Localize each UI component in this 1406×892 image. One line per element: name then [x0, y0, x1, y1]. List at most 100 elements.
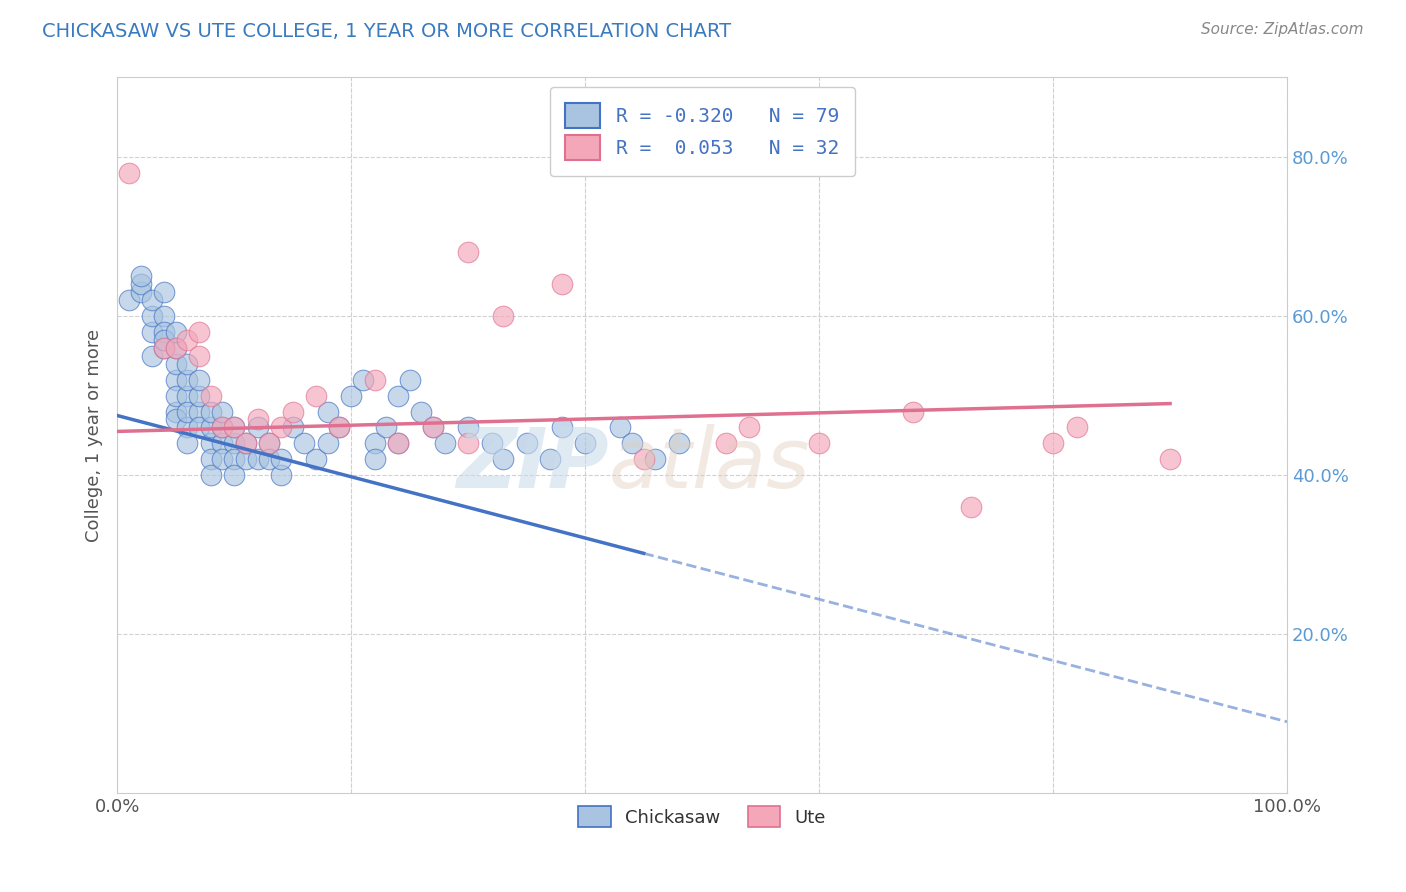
Point: [538, 452, 561, 467]
Point: [960, 500, 983, 514]
Point: [200, 436, 222, 450]
Point: [153, 325, 176, 339]
Point: [492, 309, 515, 323]
Point: [457, 245, 479, 260]
Point: [422, 420, 444, 434]
Point: [316, 404, 339, 418]
Point: [1159, 452, 1181, 467]
Point: [141, 349, 163, 363]
Point: [246, 452, 269, 467]
Y-axis label: College, 1 year or more: College, 1 year or more: [86, 329, 103, 542]
Point: [200, 468, 222, 483]
Point: [316, 436, 339, 450]
Point: [165, 341, 187, 355]
Point: [200, 452, 222, 467]
Point: [574, 436, 596, 450]
Point: [457, 436, 479, 450]
Point: [270, 452, 292, 467]
Point: [305, 452, 328, 467]
Point: [211, 452, 233, 467]
Point: [387, 389, 409, 403]
Point: [176, 333, 198, 347]
Point: [1066, 420, 1088, 434]
Point: [165, 325, 187, 339]
Point: [224, 420, 246, 434]
Point: [481, 436, 503, 450]
Point: [153, 285, 176, 300]
Point: [387, 436, 409, 450]
Point: [118, 293, 141, 308]
Point: [165, 373, 187, 387]
Point: [901, 404, 924, 418]
Point: [281, 420, 304, 434]
Point: [292, 436, 315, 450]
Point: [188, 325, 211, 339]
Point: [270, 468, 292, 483]
Point: [305, 389, 328, 403]
Point: [211, 420, 233, 434]
Point: [165, 389, 187, 403]
Point: [224, 452, 246, 467]
Point: [738, 420, 761, 434]
Point: [328, 420, 350, 434]
Point: [211, 404, 233, 418]
Point: [165, 404, 187, 418]
Point: [200, 389, 222, 403]
Point: [188, 349, 211, 363]
Point: [492, 452, 515, 467]
Point: [668, 436, 690, 450]
Point: [422, 420, 444, 434]
Point: [551, 277, 574, 292]
Point: [363, 373, 385, 387]
Point: [176, 404, 198, 418]
Text: Source: ZipAtlas.com: Source: ZipAtlas.com: [1201, 22, 1364, 37]
Point: [188, 389, 211, 403]
Point: [188, 404, 211, 418]
Point: [165, 357, 187, 371]
Point: [714, 436, 737, 450]
Point: [398, 373, 420, 387]
Point: [200, 420, 222, 434]
Point: [153, 333, 176, 347]
Point: [141, 293, 163, 308]
Point: [176, 389, 198, 403]
Point: [259, 436, 281, 450]
Point: [118, 166, 141, 180]
Legend: Chickasaw, Ute: Chickasaw, Ute: [571, 799, 834, 834]
Point: [246, 420, 269, 434]
Point: [176, 436, 198, 450]
Point: [176, 373, 198, 387]
Point: [211, 420, 233, 434]
Point: [457, 420, 479, 434]
Point: [609, 420, 631, 434]
Point: [259, 452, 281, 467]
Point: [235, 436, 257, 450]
Point: [153, 309, 176, 323]
Point: [235, 436, 257, 450]
Point: [328, 420, 350, 434]
Point: [176, 420, 198, 434]
Point: [129, 285, 152, 300]
Point: [153, 341, 176, 355]
Point: [259, 436, 281, 450]
Point: [340, 389, 363, 403]
Point: [352, 373, 374, 387]
Point: [270, 420, 292, 434]
Point: [153, 341, 176, 355]
Point: [281, 404, 304, 418]
Point: [411, 404, 433, 418]
Point: [176, 357, 198, 371]
Point: [363, 452, 385, 467]
Point: [808, 436, 831, 450]
Point: [141, 325, 163, 339]
Point: [129, 277, 152, 292]
Point: [200, 404, 222, 418]
Text: CHICKASAW VS UTE COLLEGE, 1 YEAR OR MORE CORRELATION CHART: CHICKASAW VS UTE COLLEGE, 1 YEAR OR MORE…: [42, 22, 731, 41]
Point: [433, 436, 456, 450]
Text: ZIP: ZIP: [456, 424, 609, 505]
Point: [516, 436, 538, 450]
Point: [235, 452, 257, 467]
Point: [165, 341, 187, 355]
Point: [165, 412, 187, 426]
Point: [141, 309, 163, 323]
